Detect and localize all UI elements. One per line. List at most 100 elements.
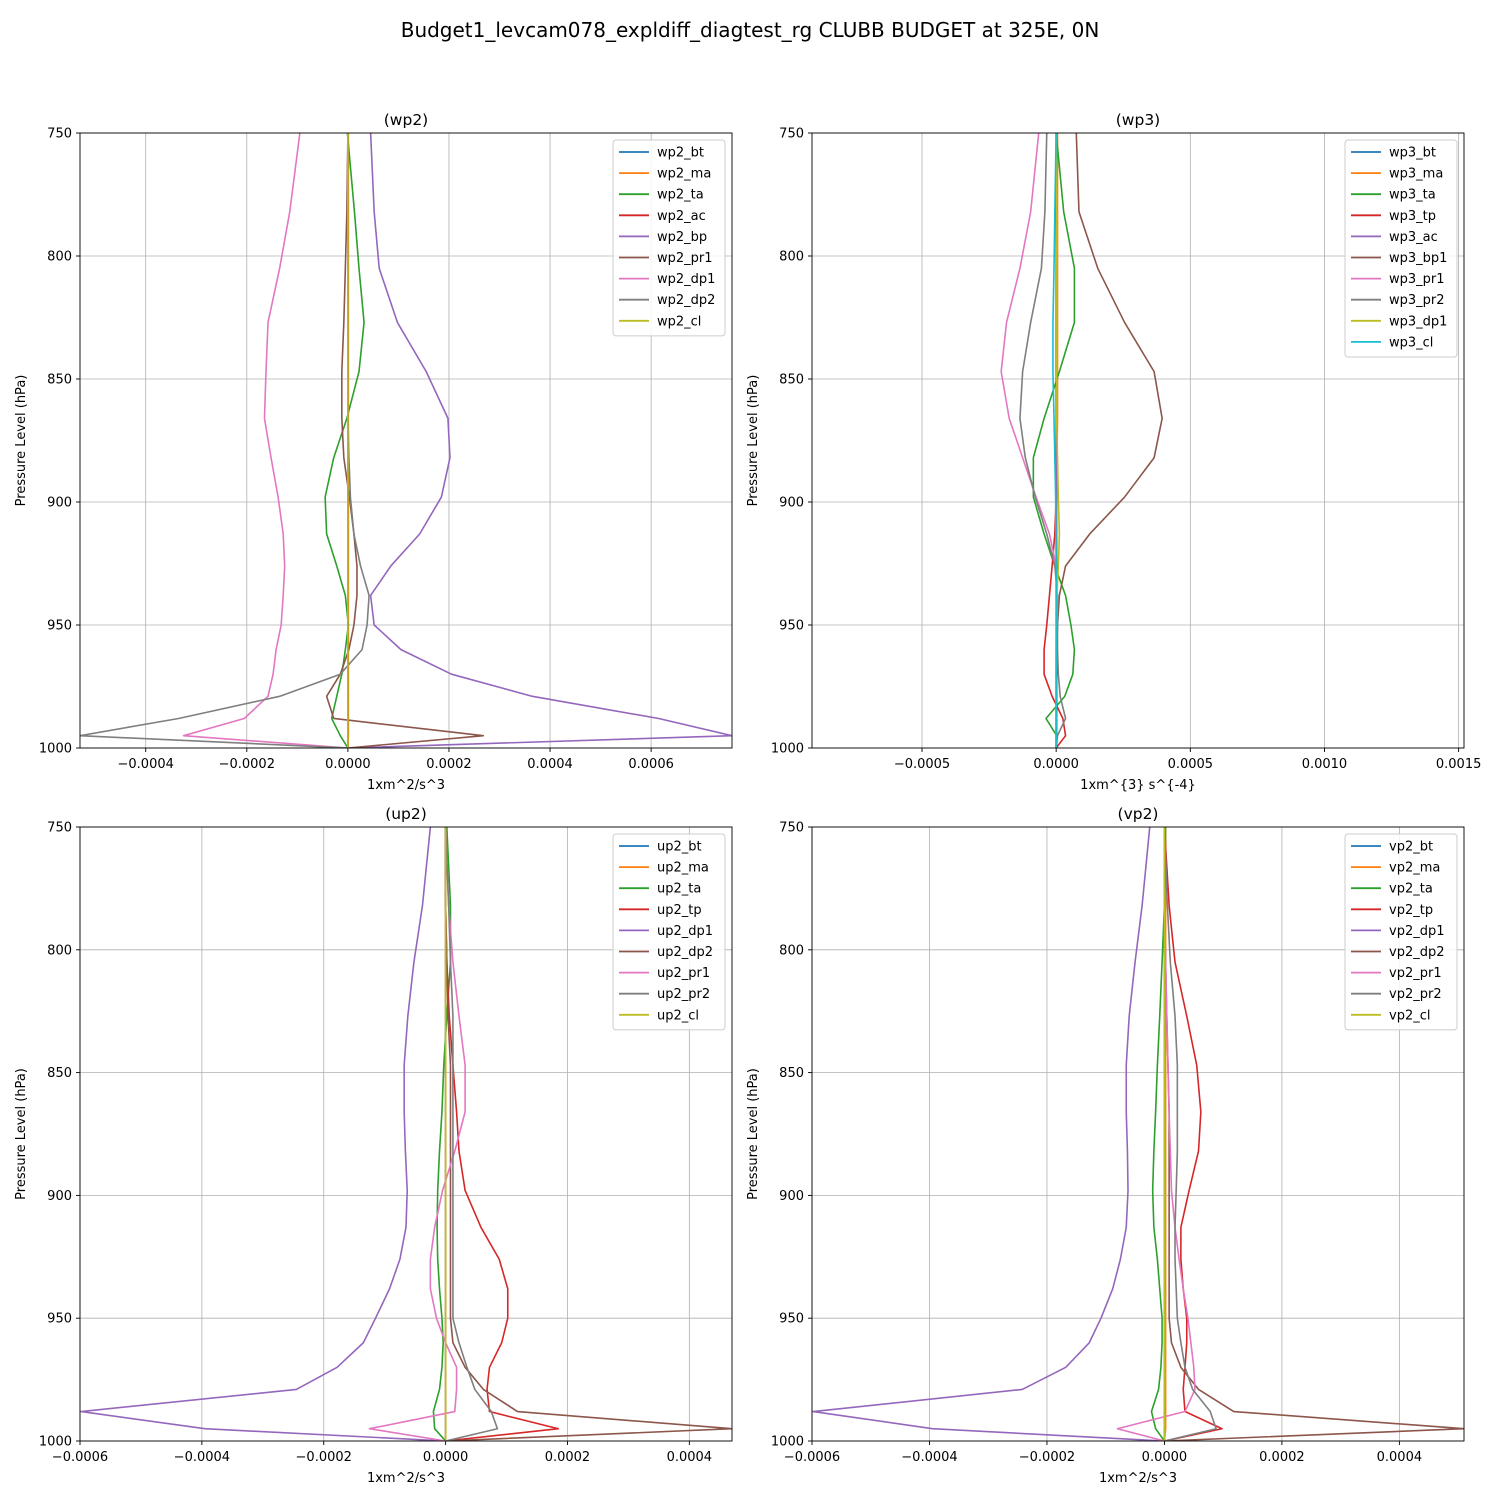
legend-box xyxy=(1344,833,1458,1031)
x-axis-label: 1xm^2/s^3 xyxy=(367,1471,445,1486)
x-tick-label: −0.0004 xyxy=(118,757,174,772)
series-line-up2_pr1 xyxy=(368,827,466,1441)
x-tick-label: 0.0002 xyxy=(1259,1450,1305,1465)
legend-label: wp3_ac xyxy=(1389,230,1438,245)
legend: up2_bt up2_ma up2_ta up2_tp up2_dp1 up2_dp2up… xyxy=(612,833,726,1031)
y-tick-label: 850 xyxy=(47,1066,72,1081)
x-tick-label: −0.0006 xyxy=(52,1450,108,1465)
panel-title: (vp2) xyxy=(1118,805,1159,823)
legend-label: up2_dp1 xyxy=(657,924,713,939)
y-axis-label: Pressure Level (hPa) xyxy=(14,1068,29,1200)
x-tick-label: −0.0002 xyxy=(219,757,275,772)
legend-label: wp2_ma xyxy=(657,167,711,182)
figure-suptitle: Budget1_levcam078_expldiff_diagtest_rg C… xyxy=(401,18,1100,42)
panel-title: (up2) xyxy=(385,805,427,823)
y-tick-label: 750 xyxy=(47,127,72,142)
series-line-vp2_ma xyxy=(1163,827,1167,1441)
series-line-wp2_pr1 xyxy=(325,133,485,748)
legend-label: wp2_dp2 xyxy=(657,293,715,308)
x-axis-label: 1xm^2/s^3 xyxy=(1099,1471,1177,1486)
x-tick-label: 0.0002 xyxy=(426,757,472,772)
y-tick-label: 800 xyxy=(47,943,72,958)
x-axis-label: 1xm^{3} s^{-4} xyxy=(1080,778,1196,793)
x-tick-label: 0.0000 xyxy=(423,1450,469,1465)
legend-label: up2_cl xyxy=(657,1008,699,1023)
y-tick-label: 900 xyxy=(779,1189,804,1204)
x-tick-label: 0.0002 xyxy=(545,1450,591,1465)
series-line-up2_pr2 xyxy=(444,827,499,1441)
series-line-up2_dp2 xyxy=(444,827,732,1441)
series-line-wp3_pr2 xyxy=(1019,133,1067,748)
legend-label: wp2_pr1 xyxy=(657,251,713,266)
series-line-wp3_cl xyxy=(1052,133,1057,748)
x-tick-label: 0.0010 xyxy=(1302,757,1348,772)
y-tick-label: 950 xyxy=(779,619,804,634)
legend-label: wp3_tp xyxy=(1389,209,1436,224)
x-tick-label: −0.0004 xyxy=(174,1450,230,1465)
y-axis-label: Pressure Level (hPa) xyxy=(746,1068,761,1200)
legend-label: up2_pr1 xyxy=(657,966,710,981)
axes-frame xyxy=(79,132,733,749)
y-tick-label: 850 xyxy=(779,1066,804,1081)
legend-label: vp2_bt xyxy=(1389,840,1433,855)
panel-0: −0.0004 −0.0002 0.0000 0.0002 0.0004 0.0006 75… xyxy=(14,111,733,793)
series-line-wp2_bp xyxy=(347,133,732,748)
x-tick-label: −0.0002 xyxy=(1019,1450,1075,1465)
y-tick-label: 750 xyxy=(47,821,72,836)
y-tick-label: 950 xyxy=(779,1312,804,1327)
series-line-vp2_pr2 xyxy=(1163,827,1217,1441)
axes-frame xyxy=(811,826,1465,1442)
legend-label: wp2_ta xyxy=(657,188,704,203)
series-line-vp2_dp1 xyxy=(812,827,1165,1441)
x-tick-label: 0.0006 xyxy=(628,757,674,772)
legend-label: wp2_dp1 xyxy=(657,272,715,287)
legend-label: vp2_pr2 xyxy=(1389,987,1442,1002)
legend-label: vp2_dp2 xyxy=(1389,945,1445,960)
y-tick-label: 1000 xyxy=(771,1435,804,1450)
panel-title: (wp2) xyxy=(384,111,428,129)
panel-3: −0.0006 −0.0004 −0.0002 0.0000 0.0002 0.0004 7… xyxy=(746,805,1465,1486)
x-tick-label: −0.0002 xyxy=(296,1450,352,1465)
series-group xyxy=(1000,133,1163,748)
series-line-vp2_tp xyxy=(1163,827,1223,1441)
legend-label: wp3_dp1 xyxy=(1389,314,1447,329)
y-axis-label: Pressure Level (hPa) xyxy=(14,375,29,507)
x-tick-label: −0.0006 xyxy=(784,1450,840,1465)
x-tick-label: 0.0000 xyxy=(1142,1450,1188,1465)
legend-label: up2_ta xyxy=(657,882,701,897)
series-line-up2_dp1 xyxy=(80,827,446,1441)
axes-frame xyxy=(811,132,1465,749)
legend-label: vp2_tp xyxy=(1389,903,1433,918)
legend-label: up2_tp xyxy=(657,903,702,918)
series-line-up2_tp xyxy=(444,827,560,1441)
legend-box xyxy=(612,139,726,337)
axes-frame xyxy=(79,826,733,1442)
y-tick-label: 800 xyxy=(47,250,72,265)
legend: wp3_bt wp3_ma wp3_ta wp3_tp wp3_ac wp3_bp1 wp3… xyxy=(1344,139,1458,358)
panel-title: (wp3) xyxy=(1116,111,1160,129)
y-tick-label: 800 xyxy=(779,250,804,265)
legend-label: wp2_bt xyxy=(657,146,704,161)
y-tick-label: 900 xyxy=(47,496,72,511)
series-line-vp2_ta xyxy=(1150,827,1167,1441)
x-tick-label: −0.0005 xyxy=(894,757,950,772)
y-tick-label: 950 xyxy=(47,1312,72,1327)
legend-label: wp3_ma xyxy=(1389,167,1443,182)
x-tick-label: 0.0004 xyxy=(527,757,573,772)
x-tick-label: 0.0000 xyxy=(325,757,371,772)
series-line-wp2_ta xyxy=(324,133,365,748)
panel-1: −0.0005 0.0000 0.0005 0.0010 0.0015 750 800 850… xyxy=(746,111,1481,793)
y-tick-label: 1000 xyxy=(39,1435,72,1450)
y-axis-label: Pressure Level (hPa) xyxy=(746,375,761,507)
series-group xyxy=(812,827,1464,1441)
y-tick-label: 800 xyxy=(779,943,804,958)
legend-label: vp2_dp1 xyxy=(1389,924,1445,939)
series-group xyxy=(80,133,732,748)
y-tick-label: 950 xyxy=(47,619,72,634)
y-tick-label: 850 xyxy=(779,373,804,388)
y-tick-label: 750 xyxy=(779,127,804,142)
y-tick-label: 750 xyxy=(779,821,804,836)
y-tick-label: 1000 xyxy=(39,742,72,757)
y-tick-label: 900 xyxy=(47,1189,72,1204)
